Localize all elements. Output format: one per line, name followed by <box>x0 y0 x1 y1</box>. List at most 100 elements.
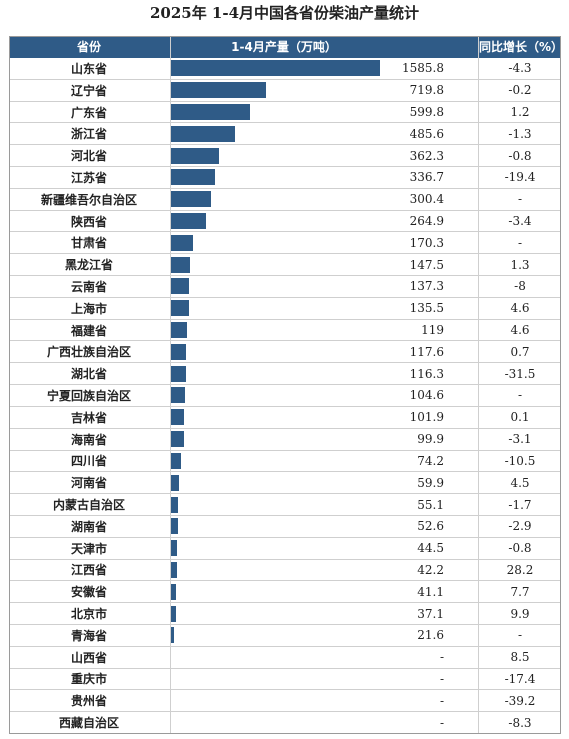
growth-value: -10.5 <box>504 453 536 468</box>
growth-value: 8.5 <box>510 650 530 665</box>
production-value: 147.5 <box>409 257 444 272</box>
production-value: 719.8 <box>409 83 444 98</box>
bar-cell <box>171 254 396 275</box>
bar-cell <box>171 58 396 79</box>
table-row: 湖北省 116.3 -31.5 <box>9 363 561 386</box>
growth-value: -8.3 <box>508 715 532 730</box>
production-bar <box>171 583 177 600</box>
production-value: 170.3 <box>409 235 444 250</box>
production-bar <box>171 561 177 578</box>
bar-cell <box>171 581 396 602</box>
province-cell: 浙江省 <box>70 127 107 142</box>
production-bar <box>171 627 174 644</box>
bar-cell <box>171 80 396 101</box>
production-bar <box>171 496 179 513</box>
table-header: 省份 1-4月产量（万吨） 同比增长（%） <box>9 36 563 58</box>
province-cell: 新疆维吾尔自治区 <box>40 192 137 207</box>
production-bar <box>171 365 187 382</box>
table-row: 山东省 1585.8 -4.3 <box>9 58 561 80</box>
growth-value: 28.2 <box>506 562 534 577</box>
table-row: 江西省 42.2 28.2 <box>9 560 561 582</box>
bar-cell <box>171 102 396 123</box>
growth-value: - <box>517 192 523 207</box>
table-row: 河南省 59.9 4.5 <box>9 472 561 495</box>
table-row: 云南省 137.3 -8 <box>9 276 561 298</box>
production-value: 135.5 <box>409 301 444 316</box>
growth-value: -8 <box>514 279 526 294</box>
growth-value: 4.6 <box>510 301 530 316</box>
header-production: 1-4月产量（万吨） <box>231 40 337 54</box>
table-row: 广东省 599.8 1.2 <box>9 102 561 124</box>
bar-cell <box>171 385 396 406</box>
production-value: 74.2 <box>417 453 444 468</box>
production-value: 137.3 <box>409 279 444 294</box>
growth-value: 7.7 <box>510 584 530 599</box>
production-value: 117.6 <box>409 344 444 359</box>
production-value: 599.8 <box>409 105 444 119</box>
production-value: 300.4 <box>409 192 444 207</box>
production-value: 485.6 <box>409 126 444 141</box>
province-cell: 河北省 <box>70 149 107 164</box>
growth-value: -31.5 <box>504 366 536 381</box>
province-cell: 湖北省 <box>70 367 107 382</box>
growth-value: 4.6 <box>510 323 530 338</box>
province-cell: 山西省 <box>70 650 107 665</box>
growth-value: 1.2 <box>510 105 530 119</box>
growth-value: 1.3 <box>510 257 530 272</box>
bar-cell <box>171 560 396 581</box>
table-row: 宁夏回族自治区 104.6 - <box>9 385 561 407</box>
bar-cell <box>171 407 396 428</box>
table-row: 辽宁省 719.8 -0.2 <box>9 80 561 102</box>
province-cell: 广东省 <box>70 105 107 120</box>
province-cell: 河南省 <box>70 476 107 491</box>
growth-value: -4.3 <box>508 61 532 76</box>
production-value: - <box>439 671 444 686</box>
table-row: 吉林省 101.9 0.1 <box>9 407 561 429</box>
province-cell: 陕西省 <box>70 214 107 229</box>
bar-cell <box>171 232 396 253</box>
production-bar <box>171 387 185 404</box>
province-cell: 福建省 <box>70 323 107 338</box>
province-cell: 湖南省 <box>70 519 107 534</box>
chart-title: 2025年 1-4月中国各省份柴油产量统计 <box>149 4 420 22</box>
bar-cell <box>171 538 396 559</box>
table-row: 河北省 362.3 -0.8 <box>9 145 561 168</box>
growth-value: -0.2 <box>508 83 532 98</box>
province-cell: 四川省 <box>70 454 107 469</box>
growth-value: -1.7 <box>508 497 532 512</box>
bar-cell <box>171 429 396 450</box>
province-cell: 内蒙古自治区 <box>52 498 125 513</box>
growth-value: 0.7 <box>510 344 530 359</box>
production-bar <box>171 169 216 186</box>
production-value: - <box>439 693 444 708</box>
table-row: 甘肃省 170.3 - <box>9 232 561 255</box>
bar-cell <box>171 603 396 624</box>
production-bar <box>171 474 179 491</box>
production-bar <box>171 256 191 273</box>
bar-cell <box>171 472 396 493</box>
province-cell: 青海省 <box>70 628 107 643</box>
header-province: 省份 <box>76 40 101 54</box>
production-value: 336.7 <box>409 170 444 185</box>
production-value: - <box>439 650 444 665</box>
province-cell: 江西省 <box>70 563 107 578</box>
production-bar <box>171 82 266 99</box>
growth-value: 9.9 <box>510 606 530 621</box>
production-bar <box>171 213 206 230</box>
column-divider <box>478 36 479 734</box>
production-bar <box>171 322 187 339</box>
bar-cell <box>171 363 396 384</box>
bar-cell <box>171 647 396 668</box>
production-bar <box>171 300 189 317</box>
table-row: 湖南省 52.6 -2.9 <box>9 516 561 538</box>
table-row: 北京市 37.1 9.9 <box>9 603 561 625</box>
growth-value: -3.1 <box>508 432 532 447</box>
province-cell: 贵州省 <box>70 694 107 709</box>
production-bar <box>171 234 194 251</box>
province-cell: 甘肃省 <box>70 236 107 251</box>
production-value: 42.2 <box>417 562 444 577</box>
bar-cell <box>171 298 396 319</box>
table-row: 新疆维吾尔自治区 300.4 - <box>9 189 561 211</box>
production-value: 37.1 <box>417 606 444 621</box>
production-bar <box>171 343 187 360</box>
